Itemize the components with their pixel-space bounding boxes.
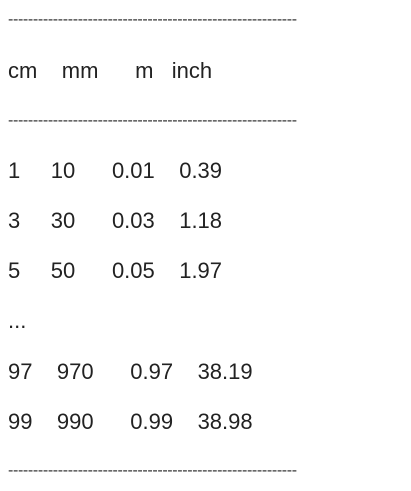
header-separator: ----------------------------------------… xyxy=(8,112,297,129)
table-row: 1 10 0.01 0.39 xyxy=(8,158,223,183)
table-row: 99 990 0.99 38.98 xyxy=(8,409,253,434)
table-row: 3 30 0.03 1.18 xyxy=(8,208,223,233)
table-row: 5 50 0.05 1.97 xyxy=(8,258,223,283)
ellipsis-row: ... xyxy=(8,308,27,333)
table-row: 97 970 0.97 38.19 xyxy=(8,359,253,384)
top-separator: ----------------------------------------… xyxy=(8,11,297,28)
bottom-separator: ----------------------------------------… xyxy=(8,462,297,479)
table-header: cm mm m inch xyxy=(8,58,213,83)
